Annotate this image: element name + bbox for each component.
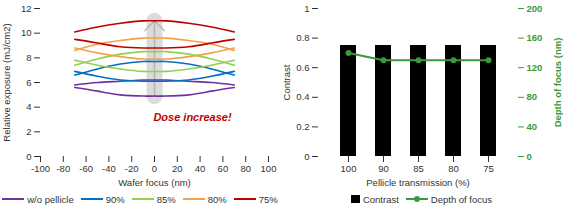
svg-text:100: 100 xyxy=(261,163,277,174)
html-text:w/o pellicle: w/o pellicle xyxy=(27,193,74,205)
svg-text:40: 40 xyxy=(195,163,206,174)
svg-text:100: 100 xyxy=(341,163,357,174)
svg-text:160: 160 xyxy=(527,32,543,43)
svg-text:0: 0 xyxy=(26,151,31,162)
html-text:Depth of focus: Depth of focus xyxy=(430,193,493,205)
svg-text:-80: -80 xyxy=(56,163,70,174)
svg-text:10: 10 xyxy=(21,27,32,38)
html-text:85%: 85% xyxy=(156,193,176,205)
html-text:75%: 75% xyxy=(258,193,278,205)
svg-text:0: 0 xyxy=(304,151,309,162)
html-text:80%: 80% xyxy=(207,193,227,205)
svg-text:120: 120 xyxy=(527,62,543,73)
svg-text:12: 12 xyxy=(21,3,32,14)
svg-text:-60: -60 xyxy=(79,163,93,174)
svg-text:0: 0 xyxy=(527,151,532,162)
svg-text:-20: -20 xyxy=(125,163,139,174)
svg-text:1: 1 xyxy=(304,3,309,14)
svg-text:2: 2 xyxy=(26,126,31,137)
html-text:90%: 90% xyxy=(105,193,125,205)
svg-text:-40: -40 xyxy=(102,163,116,174)
svg-text:0: 0 xyxy=(152,163,157,174)
svg-text:0.6: 0.6 xyxy=(296,62,309,73)
svg-text:Contrast: Contrast xyxy=(281,64,292,100)
svg-text:0.2: 0.2 xyxy=(296,121,309,132)
svg-text:0.4: 0.4 xyxy=(296,91,309,102)
svg-text:Dose increase!: Dose increase! xyxy=(153,111,232,123)
svg-text:-100: -100 xyxy=(31,163,50,174)
svg-text:60: 60 xyxy=(218,163,229,174)
svg-text:80: 80 xyxy=(240,163,251,174)
svg-text:6: 6 xyxy=(26,77,31,88)
svg-text:75: 75 xyxy=(483,163,494,174)
svg-text:Wafer focus (nm): Wafer focus (nm) xyxy=(118,177,191,188)
svg-text:0.8: 0.8 xyxy=(296,32,309,43)
svg-text:90: 90 xyxy=(378,163,389,174)
svg-text:Depth of focus (nm): Depth of focus (nm) xyxy=(552,38,563,128)
svg-text:40: 40 xyxy=(527,121,538,132)
svg-text:8: 8 xyxy=(26,52,31,63)
html-text:Contrast: Contrast xyxy=(362,193,399,205)
svg-text:4: 4 xyxy=(26,101,31,112)
svg-text:85: 85 xyxy=(413,163,424,174)
svg-text:200: 200 xyxy=(527,3,543,14)
svg-text:Relative exposure (mJ/cm2): Relative exposure (mJ/cm2) xyxy=(1,23,12,141)
svg-text:80: 80 xyxy=(448,163,459,174)
svg-text:80: 80 xyxy=(527,91,538,102)
svg-text:Pellicle transmission (%): Pellicle transmission (%) xyxy=(366,177,469,188)
svg-text:20: 20 xyxy=(172,163,183,174)
